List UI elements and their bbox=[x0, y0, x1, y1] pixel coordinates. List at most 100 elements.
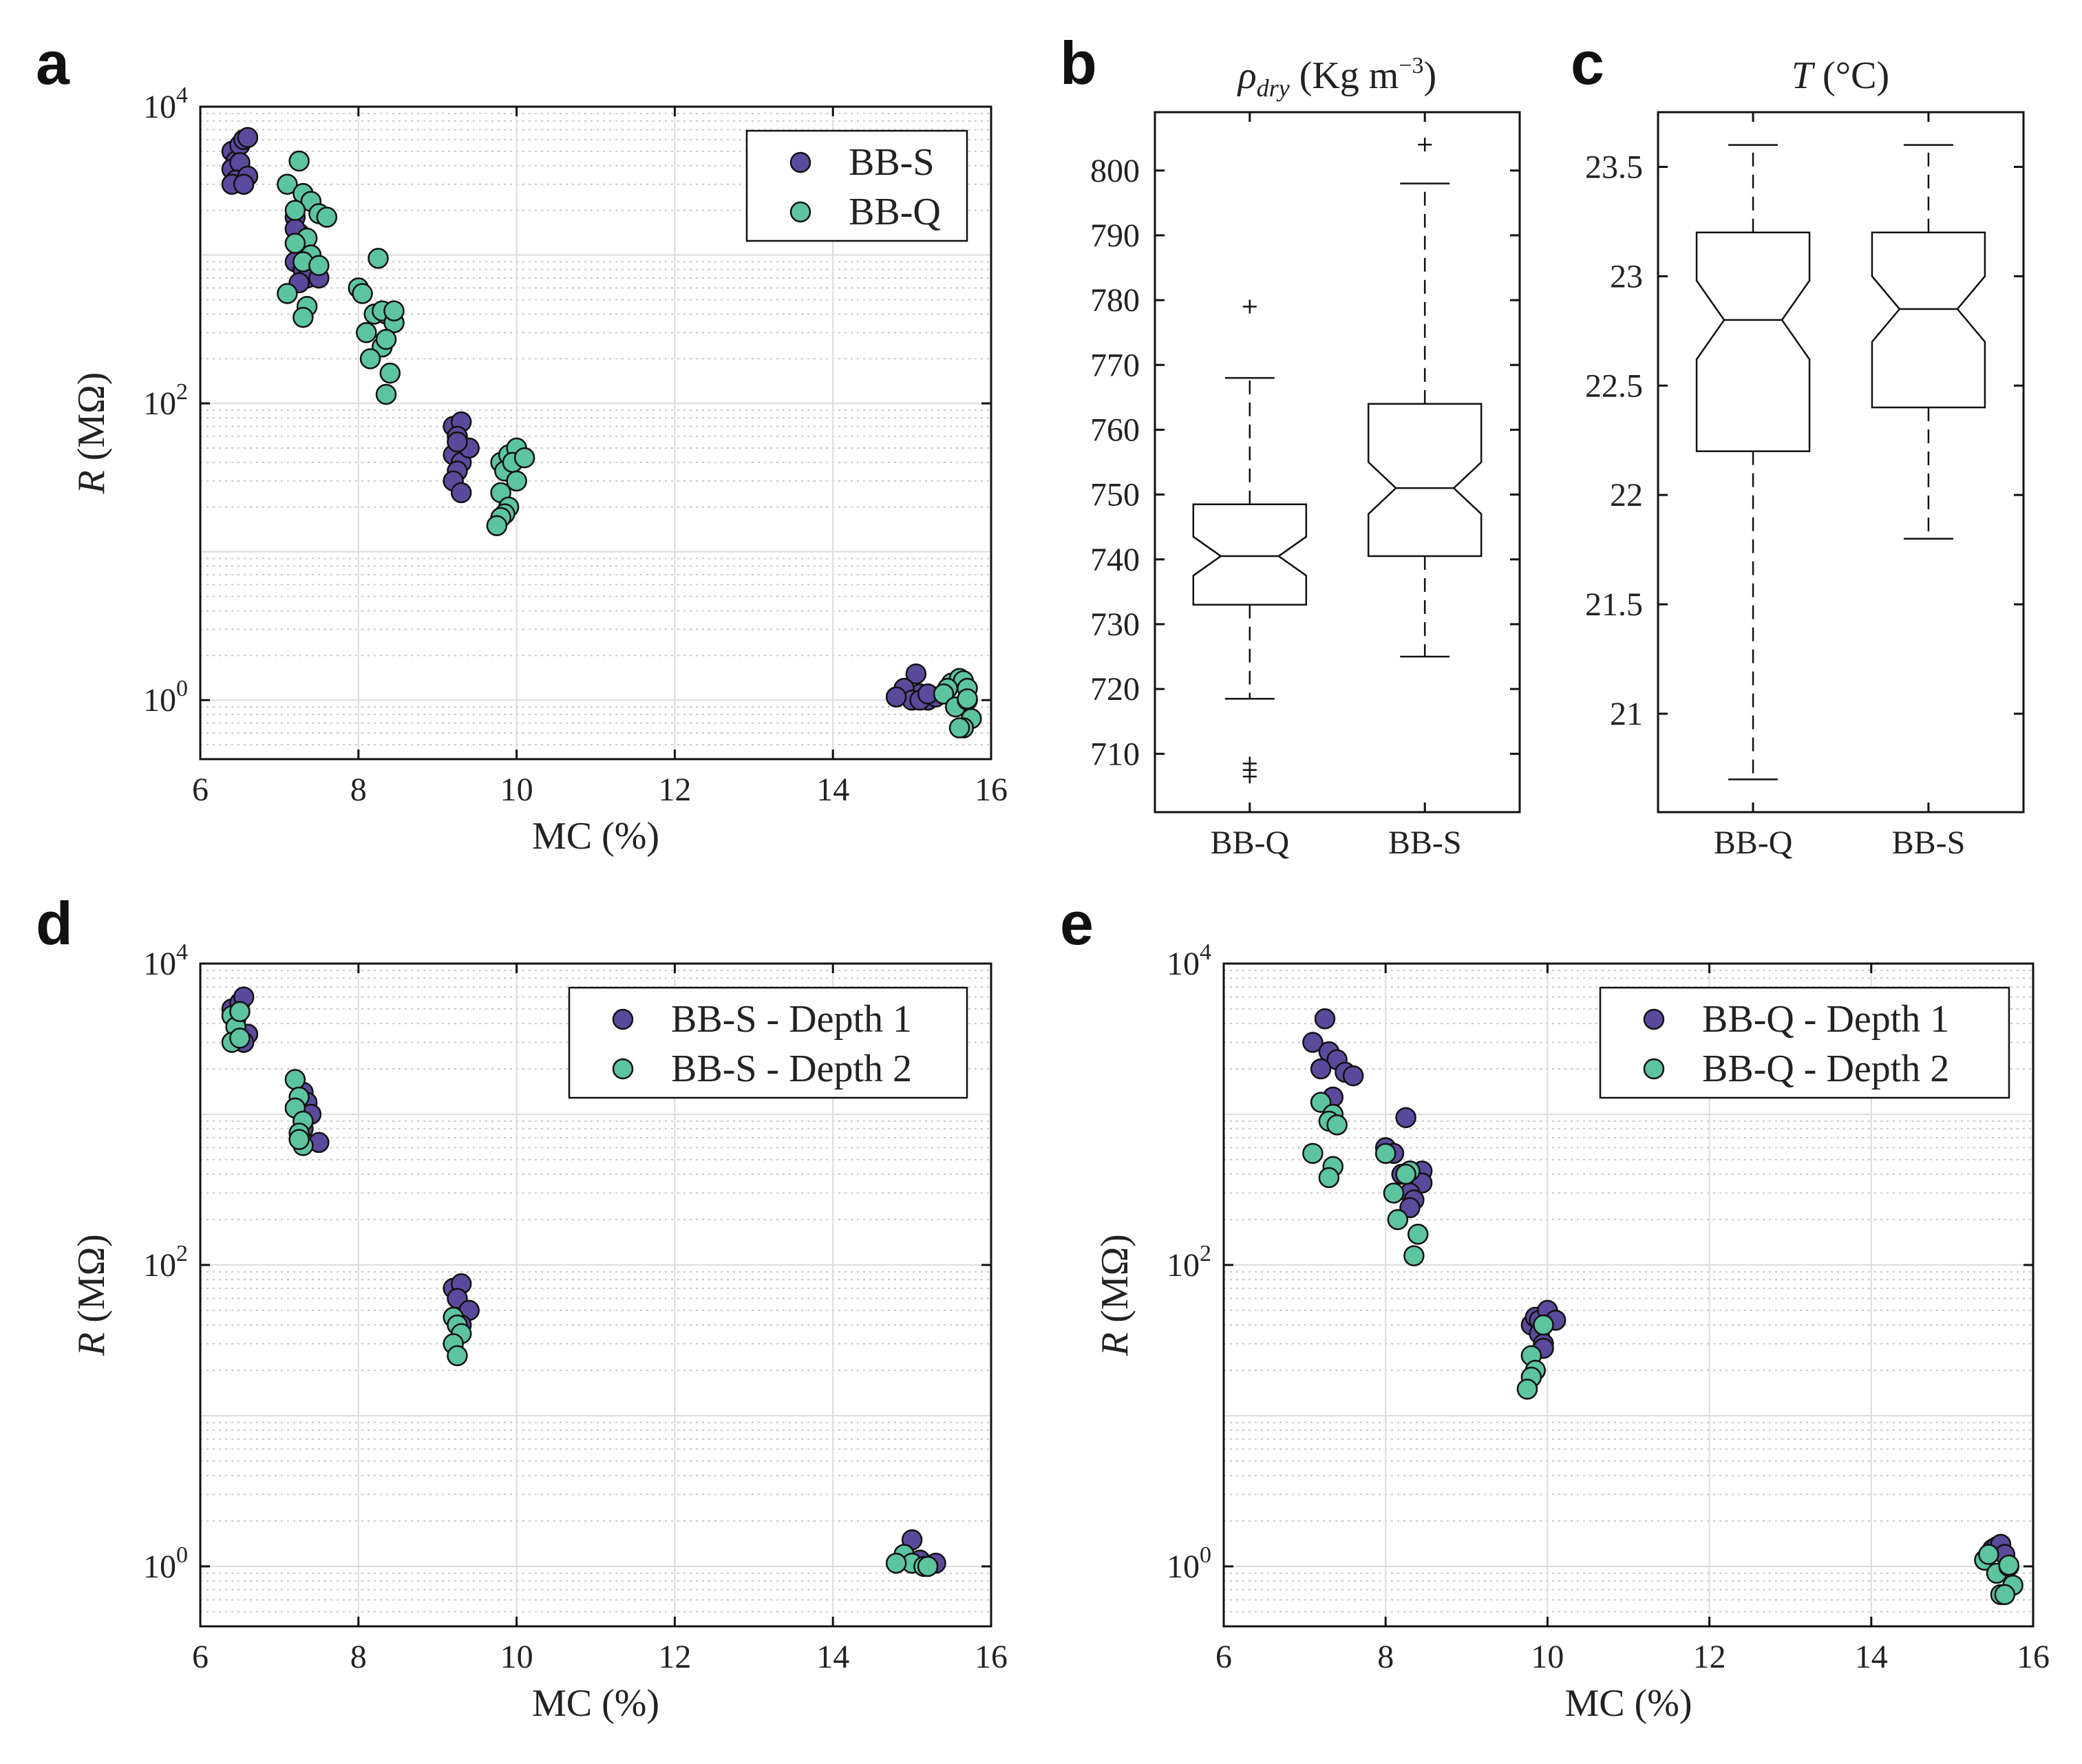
data-point-series2 bbox=[1403, 1245, 1425, 1266]
chart-title: T (°C) bbox=[1792, 54, 1889, 97]
y-tick-label: 760 bbox=[1090, 412, 1140, 448]
data-point-series2 bbox=[288, 150, 310, 172]
data-point-series2 bbox=[375, 328, 397, 350]
x-tick-label: 12 bbox=[658, 1639, 691, 1675]
data-point-series2 bbox=[284, 1069, 306, 1090]
data-point-series2 bbox=[379, 362, 401, 384]
x-tick-label: BB-Q bbox=[1714, 825, 1793, 861]
plot-frame bbox=[1222, 962, 2035, 1628]
data-point-series2 bbox=[1302, 1143, 1324, 1165]
data-point-series2 bbox=[513, 447, 535, 469]
panel-letter-a: a bbox=[36, 29, 70, 97]
box-chart-c: T (°C) 21 21.5 22 22.5 23 23.5 BB-Q BB-S bbox=[1585, 54, 2025, 861]
scatter-chart-a: 6 8 10 12 14 16 100 102 104 MC (%) R (MΩ) BB-S BB-Q bbox=[70, 83, 1008, 858]
y-tick-label: 23 bbox=[1610, 258, 1643, 295]
x-axis-label: MC (%) bbox=[532, 1682, 659, 1725]
y-tick-label: 102 bbox=[143, 1241, 188, 1284]
legend-label: BB-Q - Depth 1 bbox=[1702, 998, 1949, 1041]
plot-frame bbox=[1154, 111, 1521, 814]
box-body bbox=[1192, 503, 1308, 606]
data-point-series2 bbox=[957, 688, 978, 710]
y-tick-label: 21.5 bbox=[1585, 586, 1643, 623]
legend-label: BB-Q bbox=[849, 191, 941, 233]
scatter-chart-e: 6 8 10 12 14 16 100 102 104 MC (%) R (MΩ) BB-Q - De… bbox=[1094, 939, 2050, 1725]
data-point-series2 bbox=[1383, 1182, 1405, 1204]
plot-frame bbox=[199, 105, 992, 761]
legend-marker bbox=[1643, 1058, 1665, 1080]
y-tick-label: 790 bbox=[1090, 217, 1140, 254]
data-point-series1 bbox=[1310, 1058, 1332, 1080]
data-point-series2 bbox=[1326, 1114, 1348, 1136]
data-point-series2 bbox=[293, 306, 314, 328]
y-tick-label: 104 bbox=[1167, 939, 1211, 982]
y-tick-label: 102 bbox=[143, 379, 188, 422]
y-tick-label: 104 bbox=[143, 83, 188, 125]
data-point-series2 bbox=[375, 383, 397, 405]
legend-box bbox=[568, 986, 968, 1099]
x-tick-label: 12 bbox=[1693, 1639, 1726, 1675]
data-point-series2 bbox=[917, 1555, 939, 1577]
legend-marker bbox=[612, 1058, 634, 1080]
box-body bbox=[1871, 231, 1986, 409]
data-point-series2 bbox=[1395, 1163, 1416, 1185]
x-tick-label: 6 bbox=[192, 772, 209, 808]
data-point-series2 bbox=[486, 515, 508, 536]
y-axis-label: R (MΩ) bbox=[1094, 1234, 1136, 1357]
x-tick-label: BB-S bbox=[1388, 825, 1462, 861]
y-tick-label: 750 bbox=[1090, 477, 1140, 513]
x-tick-label: 14 bbox=[816, 1639, 849, 1675]
scatter-chart-d: 6 8 10 12 14 16 100 102 104 MC (%) R (MΩ) BB-S - De… bbox=[70, 939, 1008, 1725]
data-point-series2 bbox=[316, 206, 338, 228]
data-point-series2 bbox=[356, 322, 377, 343]
data-point-series2 bbox=[359, 348, 381, 370]
x-tick-label: 8 bbox=[350, 772, 367, 808]
data-point-series2 bbox=[1533, 1314, 1554, 1336]
panel-letter-b: b bbox=[1060, 29, 1097, 97]
panel-letter-e: e bbox=[1060, 889, 1094, 957]
data-point-series1 bbox=[1342, 1065, 1364, 1087]
data-point-series2 bbox=[1978, 1544, 1999, 1565]
legend-marker bbox=[1643, 1008, 1665, 1030]
x-tick-label: 16 bbox=[975, 1639, 1008, 1675]
data-point-series2 bbox=[229, 1028, 251, 1049]
data-point-series2 bbox=[229, 1001, 251, 1023]
data-point-series2 bbox=[288, 1129, 310, 1150]
panel-letter-c: c bbox=[1571, 29, 1604, 97]
legend-label: BB-S - Depth 1 bbox=[671, 998, 912, 1041]
x-axis-label: MC (%) bbox=[532, 815, 659, 858]
data-point-series2 bbox=[1516, 1379, 1538, 1400]
legend-label: BB-Q - Depth 2 bbox=[1702, 1048, 1949, 1090]
box-chart-b: ρdry (Kg m−3) 710 720 730 740 750 760 770 780 790… bbox=[1090, 53, 1521, 861]
data-point-series2 bbox=[284, 200, 306, 221]
x-tick-label: BB-Q bbox=[1210, 825, 1289, 861]
data-point-series2 bbox=[383, 300, 405, 322]
y-tick-label: 21 bbox=[1610, 696, 1643, 732]
x-tick-label: 16 bbox=[975, 772, 1008, 808]
y-tick-label: 22.5 bbox=[1585, 368, 1643, 404]
data-point-series1 bbox=[450, 482, 472, 504]
y-tick-label: 780 bbox=[1090, 282, 1140, 319]
data-point-series1 bbox=[1302, 1032, 1324, 1053]
legend-label: BB-S - Depth 2 bbox=[671, 1048, 912, 1090]
plot-frame bbox=[199, 962, 992, 1628]
data-point-series2 bbox=[277, 173, 298, 195]
data-point-series1 bbox=[885, 686, 907, 708]
y-axis-label: R (MΩ) bbox=[70, 1234, 113, 1357]
box-body bbox=[1695, 231, 1811, 452]
legend-marker bbox=[789, 151, 811, 173]
data-point-series2 bbox=[933, 683, 955, 705]
x-axis-label: MC (%) bbox=[1564, 1682, 1692, 1725]
data-point-series2 bbox=[1387, 1209, 1409, 1231]
x-tick-label: 10 bbox=[500, 1639, 533, 1675]
data-point-series2 bbox=[1318, 1167, 1340, 1189]
data-point-series2 bbox=[284, 233, 306, 254]
panel-letter-d: d bbox=[36, 889, 73, 957]
data-point-series1 bbox=[233, 173, 255, 195]
y-tick-label: 720 bbox=[1090, 671, 1140, 708]
y-tick-label: 800 bbox=[1090, 153, 1140, 189]
x-tick-label: 6 bbox=[1215, 1639, 1232, 1675]
x-tick-label: 14 bbox=[816, 772, 849, 808]
data-point-series2 bbox=[1407, 1223, 1429, 1245]
